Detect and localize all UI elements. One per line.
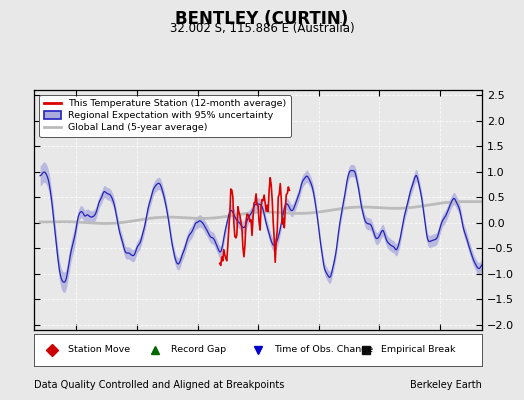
Text: 32.002 S, 115.886 E (Australia): 32.002 S, 115.886 E (Australia) [170, 22, 354, 35]
Text: Station Move: Station Move [68, 346, 130, 354]
Text: Data Quality Controlled and Aligned at Breakpoints: Data Quality Controlled and Aligned at B… [34, 380, 285, 390]
Text: Empirical Break: Empirical Break [381, 346, 456, 354]
Text: Berkeley Earth: Berkeley Earth [410, 380, 482, 390]
Text: BENTLEY (CURTIN): BENTLEY (CURTIN) [176, 10, 348, 28]
Text: Time of Obs. Change: Time of Obs. Change [274, 346, 373, 354]
Text: Record Gap: Record Gap [171, 346, 226, 354]
Legend: This Temperature Station (12-month average), Regional Expectation with 95% uncer: This Temperature Station (12-month avera… [39, 95, 291, 137]
